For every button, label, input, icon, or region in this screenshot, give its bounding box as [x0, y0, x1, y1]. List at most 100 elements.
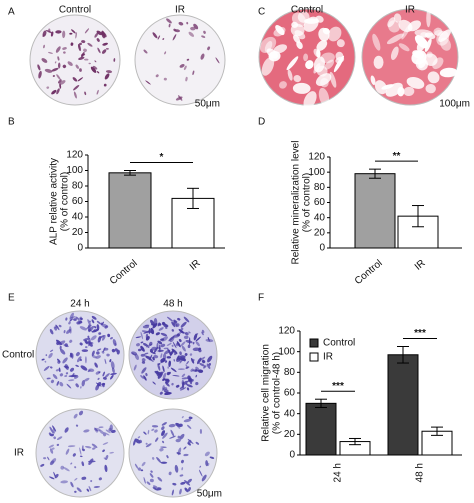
cell [146, 481, 151, 486]
cell [328, 26, 342, 42]
cell [75, 383, 79, 388]
dish [35, 310, 125, 400]
cell [144, 352, 149, 355]
cell [151, 425, 159, 428]
cell [197, 357, 202, 365]
cell [143, 477, 146, 484]
cell [137, 436, 141, 439]
cell [59, 381, 64, 387]
cell [101, 323, 108, 328]
cell [56, 436, 63, 441]
cell [200, 356, 206, 361]
cell [141, 367, 147, 374]
cell [190, 357, 195, 364]
cell [152, 457, 155, 460]
cell [66, 329, 72, 334]
cell [94, 427, 98, 433]
cell [147, 346, 150, 348]
cell [62, 64, 67, 69]
cell [95, 355, 101, 359]
cell [180, 481, 186, 485]
cell [303, 91, 317, 109]
cell [140, 331, 144, 340]
cell [140, 469, 144, 472]
cell [94, 32, 99, 38]
cell [207, 336, 210, 342]
y-tick-label: 0 [289, 450, 295, 461]
cell [180, 327, 184, 331]
cell [174, 464, 179, 473]
cell [297, 11, 310, 23]
cell [152, 32, 158, 39]
cell [54, 61, 57, 64]
cell [51, 447, 55, 450]
cell [164, 392, 172, 396]
cell [316, 40, 328, 51]
cell [179, 351, 182, 356]
cell [131, 352, 136, 356]
cell [48, 432, 52, 436]
cell [111, 348, 116, 353]
cell [195, 374, 198, 378]
cell [318, 87, 330, 106]
cell [96, 89, 99, 95]
cell [69, 316, 76, 319]
y-tick-label: 120 [66, 150, 83, 161]
cell [73, 413, 78, 419]
cell [187, 375, 191, 380]
cell [140, 345, 145, 352]
cell [160, 353, 163, 358]
cell [313, 48, 321, 58]
cell [279, 81, 287, 89]
cell [195, 341, 200, 347]
cell [84, 339, 88, 345]
cell [154, 370, 162, 376]
cell [60, 348, 66, 355]
cell [209, 456, 215, 459]
cell [172, 482, 177, 486]
cell [65, 317, 68, 321]
cell [149, 478, 154, 483]
cell [157, 35, 161, 40]
cell [166, 316, 174, 322]
cell [133, 364, 137, 371]
cell [49, 476, 55, 480]
cell [336, 39, 345, 48]
image-label: Control [291, 5, 323, 16]
cell [427, 71, 440, 84]
bar [108, 172, 152, 249]
cell [199, 429, 202, 434]
cell [177, 317, 181, 321]
cell [95, 384, 100, 391]
cell [95, 382, 102, 387]
cell [166, 455, 169, 459]
cell [109, 424, 113, 432]
cell [49, 349, 54, 352]
cell [51, 67, 59, 72]
cell [145, 324, 150, 327]
cell [63, 330, 66, 334]
cell [75, 32, 77, 39]
error-bar [397, 346, 409, 364]
cell [51, 89, 57, 95]
cell [55, 369, 60, 372]
cell [74, 477, 78, 481]
cell [158, 327, 164, 331]
cell [98, 426, 104, 428]
cell [184, 487, 189, 493]
cell [155, 74, 159, 78]
cell [70, 462, 73, 465]
cell [206, 363, 211, 369]
cell [154, 429, 158, 433]
cell [55, 324, 60, 331]
cell [372, 33, 381, 51]
cell [155, 437, 159, 442]
cell [65, 448, 70, 455]
image-label: 50μm [197, 489, 222, 498]
cell [101, 49, 107, 54]
cell [102, 442, 109, 445]
cell [102, 449, 105, 453]
significance: *** [332, 381, 344, 392]
cell [170, 429, 175, 437]
cell [42, 30, 47, 37]
